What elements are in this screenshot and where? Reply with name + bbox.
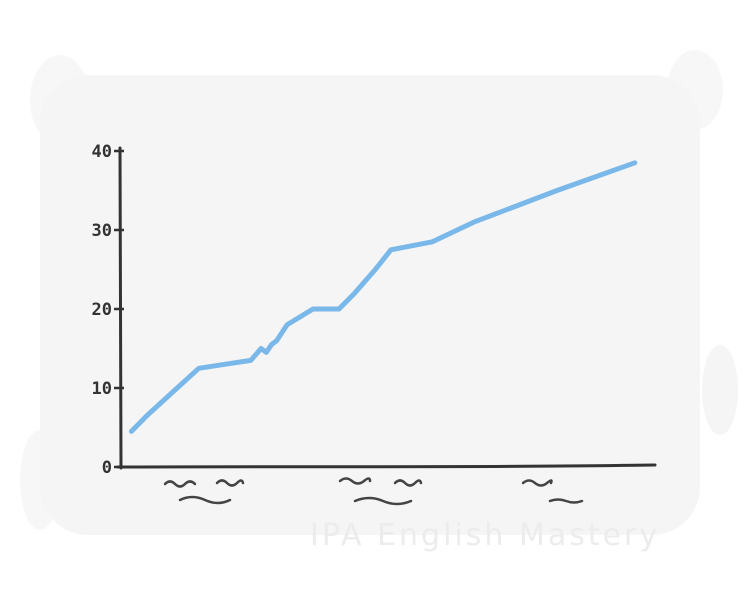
x-scribble [393, 479, 423, 487]
x-scribble [178, 495, 232, 505]
x-scribble [353, 496, 413, 506]
y-tick-label: 30 [92, 221, 112, 241]
series-layer [128, 160, 638, 434]
y-tick-label: 40 [92, 142, 112, 162]
chart-panel [40, 75, 700, 535]
y-tick-label: 0 [102, 458, 112, 478]
y-axis-ticks: 0 10 20 30 40 [92, 142, 124, 478]
x-scribble [215, 479, 245, 487]
x-scribble [521, 479, 553, 487]
y-tick-label: 20 [92, 300, 112, 320]
x-axis-scribbles [163, 477, 584, 506]
watermark-text: IPA English Mastery [310, 518, 661, 553]
x-scribble [163, 480, 197, 488]
y-tick-label: 10 [92, 379, 112, 399]
x-scribble [548, 498, 584, 504]
x-axis [116, 463, 657, 469]
series-line [128, 160, 638, 434]
x-scribble [338, 477, 372, 485]
